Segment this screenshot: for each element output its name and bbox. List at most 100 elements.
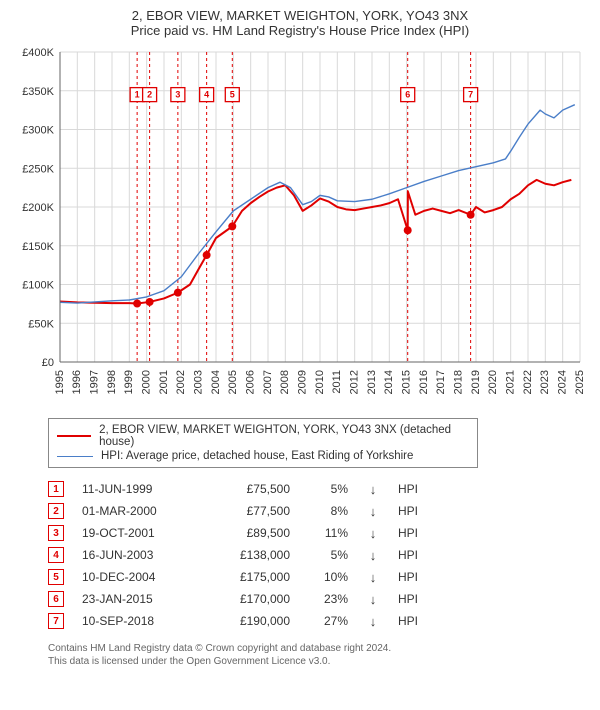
sale-date: 11-JUN-1999 xyxy=(82,482,192,496)
down-arrow-icon: ↓ xyxy=(366,614,380,629)
svg-text:2: 2 xyxy=(147,90,152,100)
page-root: 2, EBOR VIEW, MARKET WEIGHTON, YORK, YO4… xyxy=(0,0,600,674)
sale-date: 10-DEC-2004 xyxy=(82,570,192,584)
legend-swatch-property xyxy=(57,435,91,437)
legend-row-property: 2, EBOR VIEW, MARKET WEIGHTON, YORK, YO4… xyxy=(57,423,469,449)
sale-pct: 5% xyxy=(308,482,348,496)
svg-text:2021: 2021 xyxy=(505,370,517,394)
down-arrow-icon: ↓ xyxy=(366,570,380,585)
chart-svg: £0 £50K £100K £150K £200K £250K £300K £350K £400… xyxy=(10,42,590,412)
svg-text:7: 7 xyxy=(468,90,473,100)
legend-row-hpi: HPI: Average price, detached house, East… xyxy=(57,449,469,463)
svg-text:£350K: £350K xyxy=(22,86,54,98)
sale-rel-label: HPI xyxy=(398,482,428,496)
footer-line-1: Contains HM Land Registry data © Crown c… xyxy=(48,642,590,655)
svg-text:2015: 2015 xyxy=(401,370,413,394)
sale-pct: 27% xyxy=(308,614,348,628)
svg-text:2023: 2023 xyxy=(539,370,551,394)
sale-price: £175,000 xyxy=(210,570,290,584)
sales-row: 7 10-SEP-2018 £190,000 27% ↓ HPI xyxy=(48,610,590,632)
svg-text:2014: 2014 xyxy=(383,370,395,394)
svg-text:£50K: £50K xyxy=(28,318,54,330)
svg-text:2020: 2020 xyxy=(487,370,499,394)
svg-text:1997: 1997 xyxy=(89,370,101,394)
svg-text:2002: 2002 xyxy=(175,370,187,394)
svg-text:2017: 2017 xyxy=(435,370,447,394)
sale-price: £138,000 xyxy=(210,548,290,562)
down-arrow-icon: ↓ xyxy=(366,504,380,519)
sale-pct: 10% xyxy=(308,570,348,584)
legend-swatch-hpi xyxy=(57,456,93,457)
sale-rel-label: HPI xyxy=(398,526,428,540)
svg-text:2000: 2000 xyxy=(141,370,153,394)
sale-number-box: 5 xyxy=(48,569,64,585)
svg-text:6: 6 xyxy=(405,90,410,100)
legend-label-hpi: HPI: Average price, detached house, East… xyxy=(101,450,413,462)
legend-label-property: 2, EBOR VIEW, MARKET WEIGHTON, YORK, YO4… xyxy=(99,424,469,448)
sales-table: 111-JUN-1999£75,5005%↓HPI201-MAR-2000£77… xyxy=(48,478,590,632)
sale-date: 01-MAR-2000 xyxy=(82,504,192,518)
svg-text:£400K: £400K xyxy=(22,47,54,59)
svg-text:2025: 2025 xyxy=(574,370,586,394)
sale-date: 23-JAN-2015 xyxy=(82,592,192,606)
chart: £0 £50K £100K £150K £200K £250K £300K £350K £400… xyxy=(10,42,590,412)
svg-text:£0: £0 xyxy=(42,357,54,369)
svg-text:1999: 1999 xyxy=(123,370,135,394)
sales-row: 623-JAN-2015£170,00023%↓HPI xyxy=(48,588,590,610)
svg-text:4: 4 xyxy=(204,90,209,100)
svg-text:2006: 2006 xyxy=(245,370,257,394)
svg-text:1996: 1996 xyxy=(71,370,83,394)
down-arrow-icon: ↓ xyxy=(366,548,380,563)
svg-text:2009: 2009 xyxy=(297,370,309,394)
sale-price: £170,000 xyxy=(210,592,290,606)
sale-rel-label: HPI xyxy=(398,614,428,628)
svg-text:£250K: £250K xyxy=(22,163,54,175)
sale-price: £89,500 xyxy=(210,526,290,540)
sale-number-box: 4 xyxy=(48,547,64,563)
sale-pct: 5% xyxy=(308,548,348,562)
sale-date: 10-SEP-2018 xyxy=(82,614,192,628)
sales-row: 201-MAR-2000£77,5008%↓HPI xyxy=(48,500,590,522)
sale-number-box: 3 xyxy=(48,525,64,541)
sale-pct: 23% xyxy=(308,592,348,606)
svg-text:2018: 2018 xyxy=(453,370,465,394)
title-line-1: 2, EBOR VIEW, MARKET WEIGHTON, YORK, YO4… xyxy=(10,8,590,23)
svg-text:1998: 1998 xyxy=(106,370,118,394)
svg-text:2019: 2019 xyxy=(470,370,482,394)
svg-text:2010: 2010 xyxy=(314,370,326,394)
svg-text:1: 1 xyxy=(135,90,140,100)
down-arrow-icon: ↓ xyxy=(366,482,380,497)
svg-text:£150K: £150K xyxy=(22,241,54,253)
sale-price: £75,500 xyxy=(210,482,290,496)
down-arrow-icon: ↓ xyxy=(366,592,380,607)
sales-row: 111-JUN-1999£75,5005%↓HPI xyxy=(48,478,590,500)
chart-title-block: 2, EBOR VIEW, MARKET WEIGHTON, YORK, YO4… xyxy=(10,8,590,38)
svg-text:2007: 2007 xyxy=(262,370,274,394)
svg-text:2011: 2011 xyxy=(331,370,343,394)
sale-number-box: 6 xyxy=(48,591,64,607)
footer-line-2: This data is licensed under the Open Gov… xyxy=(48,655,590,668)
sales-row: 510-DEC-2004£175,00010%↓HPI xyxy=(48,566,590,588)
sale-date: 16-JUN-2003 xyxy=(82,548,192,562)
sale-number-box: 7 xyxy=(48,613,64,629)
footer: Contains HM Land Registry data © Crown c… xyxy=(48,642,590,668)
svg-text:2008: 2008 xyxy=(279,370,291,394)
sale-pct: 8% xyxy=(308,504,348,518)
sale-rel-label: HPI xyxy=(398,548,428,562)
sale-rel-label: HPI xyxy=(398,504,428,518)
svg-text:£300K: £300K xyxy=(22,125,54,137)
sale-pct: 11% xyxy=(308,526,348,540)
svg-text:2003: 2003 xyxy=(193,370,205,394)
sales-row: 3 19-OCT-2001 £89,500 11% ↓ HPI xyxy=(48,522,590,544)
sale-price: £190,000 xyxy=(210,614,290,628)
svg-text:1995: 1995 xyxy=(54,370,66,394)
svg-text:2001: 2001 xyxy=(158,370,170,394)
svg-text:2016: 2016 xyxy=(418,370,430,394)
svg-text:£200K: £200K xyxy=(22,202,54,214)
legend: 2, EBOR VIEW, MARKET WEIGHTON, YORK, YO4… xyxy=(48,418,478,468)
svg-text:3: 3 xyxy=(175,90,180,100)
sale-date: 19-OCT-2001 xyxy=(82,526,192,540)
down-arrow-icon: ↓ xyxy=(366,526,380,541)
svg-text:2013: 2013 xyxy=(366,370,378,394)
svg-text:£100K: £100K xyxy=(22,280,54,292)
